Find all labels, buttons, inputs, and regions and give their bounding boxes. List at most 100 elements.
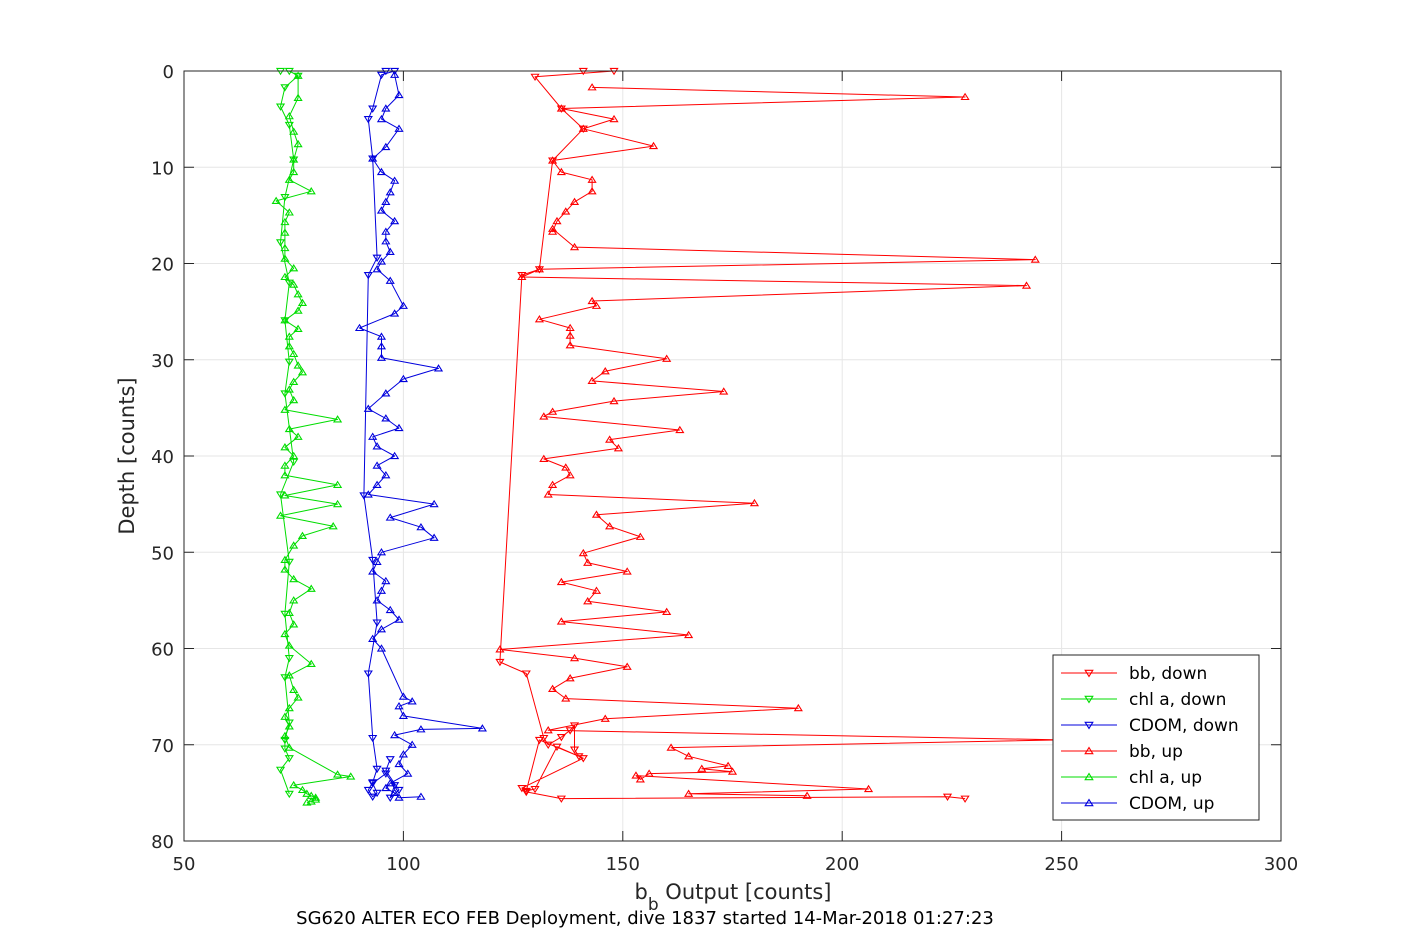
data-point (416, 522, 426, 531)
legend: bb, down chl a, down CDOM, down bb, up chl a… (1052, 654, 1260, 821)
data-point (284, 655, 294, 663)
data-point (293, 71, 303, 79)
data-point (605, 435, 615, 443)
data-point (275, 103, 286, 111)
data-point (622, 567, 632, 575)
data-point (416, 725, 426, 733)
data-point (372, 254, 382, 263)
x-tick-label: 300 (1264, 854, 1298, 875)
data-point (583, 558, 593, 566)
data-point (289, 377, 299, 385)
data-point (284, 175, 294, 183)
data-point (530, 73, 540, 82)
data-point (569, 242, 580, 251)
data-point (280, 461, 290, 469)
data-point (547, 224, 558, 232)
data-point (368, 734, 378, 743)
data-point (368, 793, 378, 802)
data-point (363, 271, 373, 280)
data-point (280, 443, 290, 451)
data-point (381, 104, 391, 112)
data-point (284, 121, 294, 130)
data-point (280, 555, 290, 564)
data-point (543, 490, 553, 498)
data-point (368, 556, 378, 565)
data-point (394, 124, 404, 132)
data-point (631, 771, 641, 779)
data-point (293, 361, 303, 369)
data-point (284, 641, 294, 649)
x-axis-label-subscript: b (648, 895, 659, 915)
y-tick-label: 70 (151, 736, 174, 757)
legend-marker (1084, 721, 1094, 730)
data-point (363, 786, 373, 795)
data-point (372, 480, 382, 488)
series-layer (271, 67, 1067, 806)
data-point (684, 630, 694, 639)
data-point (517, 271, 527, 280)
data-point (556, 795, 566, 803)
data-point (591, 586, 602, 594)
data-point (556, 104, 566, 112)
data-point (556, 733, 566, 742)
data-point (284, 755, 294, 763)
data-point (565, 341, 575, 349)
data-point (381, 576, 391, 585)
data-point (289, 264, 299, 272)
data-point (363, 116, 373, 124)
data-point (289, 780, 299, 789)
data-point (600, 714, 610, 722)
data-point (363, 670, 373, 678)
data-point (390, 730, 400, 739)
data-point (635, 775, 645, 783)
legend-marker (1084, 772, 1094, 781)
data-point (407, 697, 417, 705)
data-point (372, 442, 382, 450)
data-point (547, 684, 558, 692)
data-point (372, 461, 382, 469)
data-point (297, 531, 308, 539)
data-point (407, 740, 417, 748)
x-axis-label-rest: Output [counts] (659, 880, 832, 904)
y-tick-label: 20 (151, 255, 174, 276)
data-point (863, 784, 874, 793)
data-point (306, 797, 316, 805)
data-point (280, 405, 290, 413)
data-point (284, 424, 294, 433)
legend-entry: bb, up (1129, 742, 1183, 762)
data-point (376, 547, 387, 556)
data-point (530, 785, 540, 794)
data-point (332, 499, 343, 508)
data-point (289, 280, 299, 288)
data-point (289, 395, 299, 404)
data-point (284, 341, 294, 350)
data-point (275, 239, 286, 247)
data-point (394, 793, 404, 801)
legend-marker (1084, 746, 1094, 755)
data-point (398, 692, 408, 700)
data-point (297, 367, 308, 376)
data-point (587, 175, 597, 183)
y-tick-label: 0 (163, 62, 174, 83)
data-point (381, 197, 391, 205)
data-point (587, 376, 597, 384)
data-point (302, 798, 312, 806)
data-point (372, 789, 382, 798)
data-point (381, 470, 391, 479)
data-point (381, 767, 391, 776)
data-point (280, 390, 290, 398)
data-point (622, 662, 632, 670)
data-point (552, 743, 562, 751)
data-point (666, 743, 676, 751)
data-point (561, 463, 571, 471)
data-point (719, 387, 729, 395)
data-point (556, 167, 566, 176)
data-point (429, 499, 439, 508)
data-point (302, 789, 312, 797)
data-point (376, 586, 387, 594)
data-point (284, 385, 294, 393)
data-point (960, 795, 970, 803)
data-point (372, 557, 382, 565)
data-point (552, 216, 562, 225)
